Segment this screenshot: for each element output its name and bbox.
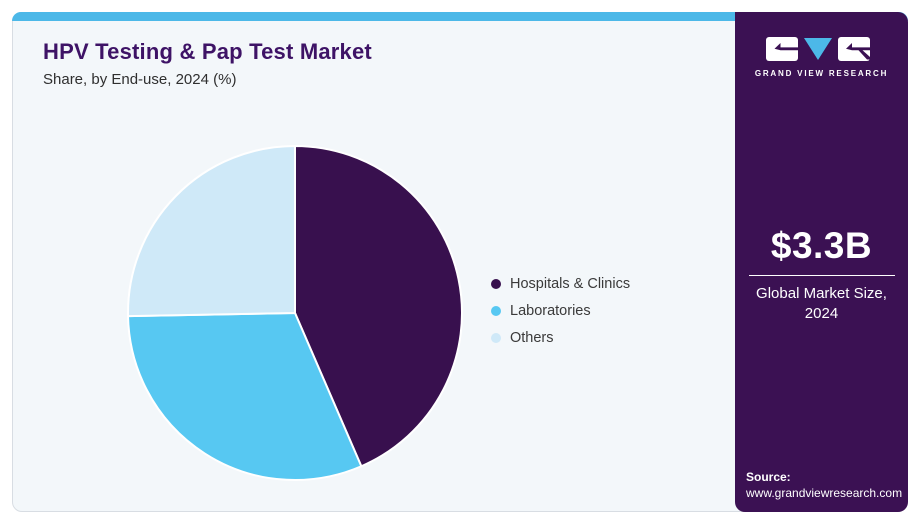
pie-slice-laboratories <box>127 312 363 481</box>
source-label: Source: <box>746 470 791 484</box>
legend-item-others: Others <box>491 330 630 346</box>
legend-label: Laboratories <box>510 303 591 319</box>
pie-slice-others <box>127 145 296 318</box>
legend-item-laboratories: Laboratories <box>491 303 630 319</box>
brand-logo-text: GRAND VIEW RESEARCH <box>754 69 889 78</box>
card-accent-bar <box>12 12 908 21</box>
pie-chart <box>125 143 465 483</box>
gvr-logo-icon <box>765 37 870 61</box>
source-block: Source: www.grandviewresearch.com <box>746 470 902 500</box>
divider-line <box>748 275 895 276</box>
legend-dot <box>491 279 501 289</box>
chart-subtitle: Share, by End-use, 2024 (%) <box>43 71 237 88</box>
legend-label: Others <box>510 330 554 346</box>
market-size-value: $3.3B <box>770 225 873 266</box>
legend-dot <box>491 333 501 343</box>
legend-label: Hospitals & Clinics <box>510 276 631 292</box>
market-size-label: Global Market Size, 2024 <box>756 284 887 325</box>
market-size-label-line1: Global Market Size, <box>756 285 887 302</box>
chart-legend: Hospitals & Clinics Laboratories Others <box>491 276 630 346</box>
chart-title: HPV Testing & Pap Test Market <box>43 39 372 64</box>
pie-chart-svg <box>127 145 463 481</box>
brand-sidebar: GRAND VIEW RESEARCH $3.3B Global Market … <box>735 12 908 512</box>
source-url-link[interactable]: www.grandviewresearch.com <box>746 486 903 500</box>
market-size-block: $3.3B Global Market Size, 2024 <box>735 225 908 325</box>
legend-dot <box>491 306 501 316</box>
pie-slice-hospitals-clinics <box>294 145 463 468</box>
brand-logo: GRAND VIEW RESEARCH <box>735 36 908 78</box>
legend-item-hospitals-clinics: Hospitals & Clinics <box>491 276 630 292</box>
market-size-label-line2: 2024 <box>804 305 839 323</box>
card-header: HPV Testing & Pap Test Market Share, by … <box>43 39 372 88</box>
